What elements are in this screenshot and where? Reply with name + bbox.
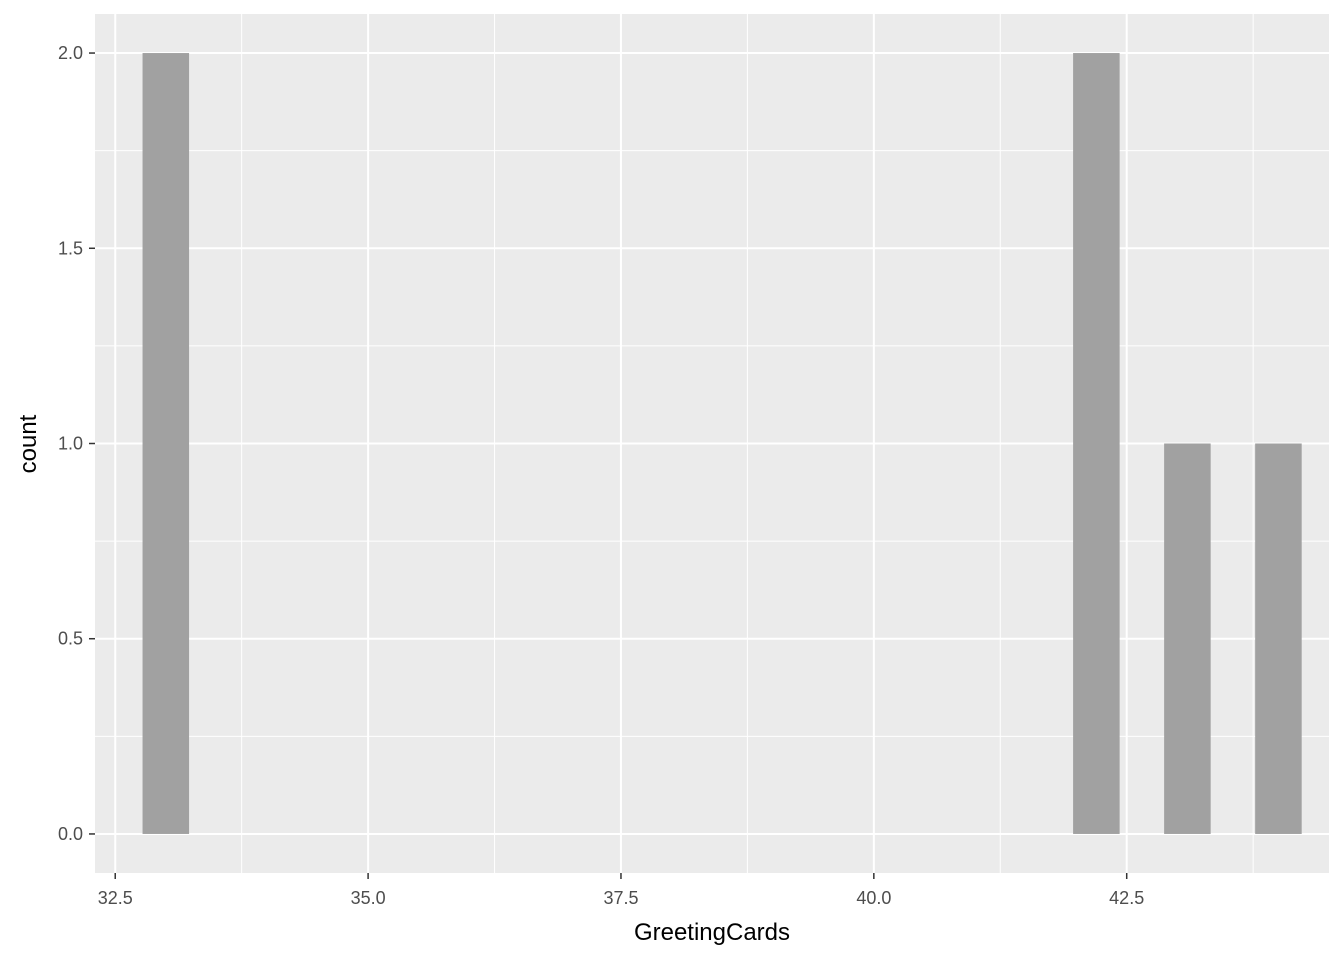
x-tick-label: 40.0: [856, 888, 891, 908]
y-axis: 0.0 0.5 1.0 1.5 2.0: [58, 43, 95, 844]
bars: [142, 53, 1302, 834]
x-tick-label: 32.5: [98, 888, 133, 908]
major-gridlines: [95, 14, 1329, 873]
y-tick-label: 1.0: [58, 434, 83, 454]
histogram-bar: [1073, 53, 1120, 834]
x-tick-label: 37.5: [603, 888, 638, 908]
x-axis: 32.5 35.0 37.5 40.0 42.5: [98, 873, 1144, 908]
y-tick-label: 0.0: [58, 824, 83, 844]
x-tick-label: 42.5: [1109, 888, 1144, 908]
y-tick-label: 1.5: [58, 238, 83, 258]
y-axis-title: count: [15, 414, 42, 473]
histogram-bar: [142, 53, 190, 834]
histogram-bar: [1164, 443, 1211, 834]
histogram-bar: [1255, 443, 1302, 834]
y-tick-label: 0.5: [58, 629, 83, 649]
x-axis-title: GreetingCards: [634, 919, 790, 946]
x-tick-label: 35.0: [351, 888, 386, 908]
y-tick-label: 2.0: [58, 43, 83, 63]
